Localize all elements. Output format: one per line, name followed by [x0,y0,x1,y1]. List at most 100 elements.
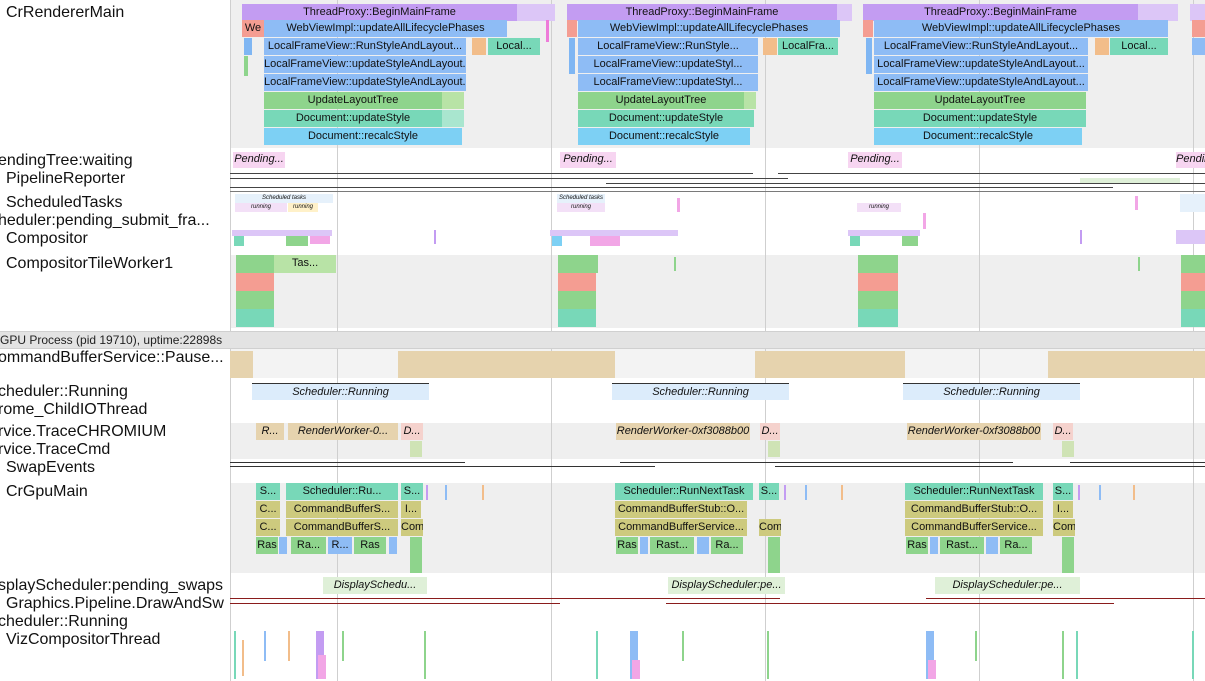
slice-c-short[interactable]: C... [256,519,280,536]
slice-update-layout-tree[interactable]: UpdateLayoutTree [874,92,1086,109]
slice-small[interactable] [244,56,248,76]
slice-d-short[interactable]: D... [401,423,423,440]
track-label-child-io[interactable]: rome_ChildIOThread [0,401,148,418]
track-label-cmd-buffer-pause[interactable]: ommandBufferService::Pause... [0,349,224,366]
slice-ras[interactable]: Ras [256,537,278,554]
trace-cmd-slice[interactable] [410,441,422,457]
compositor-slice[interactable] [234,236,244,246]
gpu-slice[interactable] [1062,537,1074,573]
viz-slice[interactable] [926,631,934,679]
slice-lfv-update-styl-short[interactable]: LocalFrameView::updateStyl... [578,56,758,73]
slice-d-short[interactable]: D... [760,423,780,440]
slice-s-short[interactable]: S... [759,483,779,500]
tile-slice[interactable] [858,255,898,273]
trace-cmd-slice[interactable] [1062,441,1074,457]
slice-com[interactable]: Com [1053,519,1075,536]
slice-we[interactable] [863,20,873,37]
track-label-scheduler-running[interactable]: cheduler::Running [0,383,128,400]
viz-tick[interactable] [596,631,598,679]
slice-render-worker-full[interactable]: RenderWorker-0xf3088b00 [907,423,1041,440]
slice-com[interactable]: Com [401,519,423,536]
slice-webview-update[interactable]: WebViewImpl::updateAllLifecyclePhases [874,20,1168,37]
trace-cmd-slice[interactable] [768,441,780,457]
slice-update-layout-tree[interactable]: UpdateLayoutTree [578,92,744,109]
pipeline-line[interactable] [778,173,1205,174]
graphics-pipeline-line[interactable] [926,598,1205,599]
viz-tick[interactable] [242,640,244,676]
swap-line[interactable] [775,466,1205,467]
track-label-scheduled-tasks[interactable]: ScheduledTasks [6,194,123,211]
slice-tas[interactable]: Tas... [274,255,336,273]
slice-scheduler-ru[interactable]: Scheduler::Ru... [286,483,398,500]
slice-r-short[interactable]: R... [256,423,284,440]
swap-line[interactable] [230,466,655,467]
gpu-tick[interactable] [426,485,428,500]
gpu-slice[interactable] [410,537,422,573]
pause-slice[interactable] [755,351,905,378]
slice-green-tail[interactable] [442,92,464,109]
slice-begin-main-frame[interactable]: ThreadProxy::BeginMainFrame [863,4,1138,21]
slice-local-fra[interactable]: LocalFra... [778,38,838,55]
slice-display-scheduler-pe[interactable]: DisplayScheduler:pe... [935,577,1080,594]
slice-ras[interactable]: Ras [616,537,638,554]
slice-lfv-update-style[interactable]: LocalFrameView::updateStyleAndLayout... [264,56,466,73]
slice-update-layout-tree[interactable]: UpdateLayoutTree [264,92,442,109]
slice-running[interactable]: running [235,203,287,212]
track-label-viz-compositor[interactable]: VizCompositorThread [6,631,161,648]
gpu-slice[interactable] [697,537,709,554]
slice-lfv-run-layout[interactable]: LocalFrameView::RunStyleAndLayout... [874,38,1088,55]
slice-com[interactable]: Com [759,519,781,536]
compositor-slices[interactable] [232,230,332,236]
track-label-tile-worker[interactable]: CompositorTileWorker1 [6,255,174,272]
graphics-pipeline-line[interactable] [666,603,1114,604]
viz-tick[interactable] [1192,631,1194,679]
slice-we[interactable]: We [242,20,264,37]
slice-small[interactable] [866,38,872,74]
track-label-graphics-pipeline[interactable]: Graphics.Pipeline.DrawAndSw [6,595,224,612]
tile-slice[interactable] [558,291,596,309]
slice-c-short[interactable]: C... [256,501,280,518]
slice-pending[interactable]: Pending... [560,152,616,168]
slice-lfv-update-style[interactable]: LocalFrameView::updateStyleAndLayout... [874,74,1088,91]
slice-cmd-buffer-stub[interactable]: CommandBufferStub::O... [905,501,1043,518]
track-label-swap-events[interactable]: SwapEvents [6,459,95,476]
viz-tick[interactable] [234,631,236,679]
slice-scheduled-tasks[interactable]: Scheduled tasks [235,194,333,203]
slice-small[interactable] [923,213,926,229]
slice-orange[interactable] [763,38,777,55]
track-label-compositor[interactable]: Compositor [6,230,88,247]
pipeline-line[interactable] [230,178,788,179]
slice-scheduler-running[interactable]: Scheduler::Running [252,383,429,400]
pause-slice[interactable] [398,351,615,378]
track-label-display-scheduler[interactable]: splayScheduler:pending_swaps [0,577,224,594]
track-label-gpu-main[interactable]: CrGpuMain [6,483,88,500]
compositor-slices[interactable] [1176,230,1205,244]
gpu-tick[interactable] [841,485,843,500]
gpu-tick[interactable] [784,485,786,500]
slice-render-worker-full[interactable]: RenderWorker-0xf3088b00 [616,423,750,440]
tile-slice[interactable] [1181,309,1205,327]
timeline-lanes[interactable]: ThreadProxy::BeginMainFrame We WebViewIm… [230,0,1205,681]
slice-green-tail[interactable] [744,92,756,109]
tile-slice[interactable] [236,309,274,327]
tile-slice[interactable] [858,291,898,309]
track-label-scheduler-running-2[interactable]: cheduler::Running [0,613,128,630]
compositor-slice[interactable] [552,236,562,246]
slice-webview-update[interactable]: WebViewImpl::updateAllLifecyclePhases [578,20,840,37]
tile-slice[interactable] [558,255,598,273]
viz-tick[interactable] [767,631,769,679]
swap-line[interactable] [620,462,1013,463]
slice-we[interactable] [567,20,577,37]
compositor-slice[interactable] [850,236,860,246]
pause-slice[interactable] [230,351,253,378]
viz-tick[interactable] [1062,631,1064,679]
track-label-trace-cmd[interactable]: rvice.TraceCmd [0,441,111,458]
track-label-pending-tree[interactable]: endingTree:waiting [0,152,133,169]
tile-slice[interactable] [236,291,274,309]
slice-lfv-update-style[interactable]: LocalFrameView::updateStyleAndLayout... [874,56,1088,73]
slice-webview-update[interactable]: WebViewImpl::updateAllLifecyclePhases [264,20,507,37]
pause-slice[interactable] [1048,351,1205,378]
slice-s-short[interactable]: S... [1053,483,1073,500]
slice-doc-recalc-style[interactable]: Document::recalcStyle [578,128,750,145]
slice-lfv-run-layout[interactable]: LocalFrameView::RunStyleAndLayout... [264,38,466,55]
